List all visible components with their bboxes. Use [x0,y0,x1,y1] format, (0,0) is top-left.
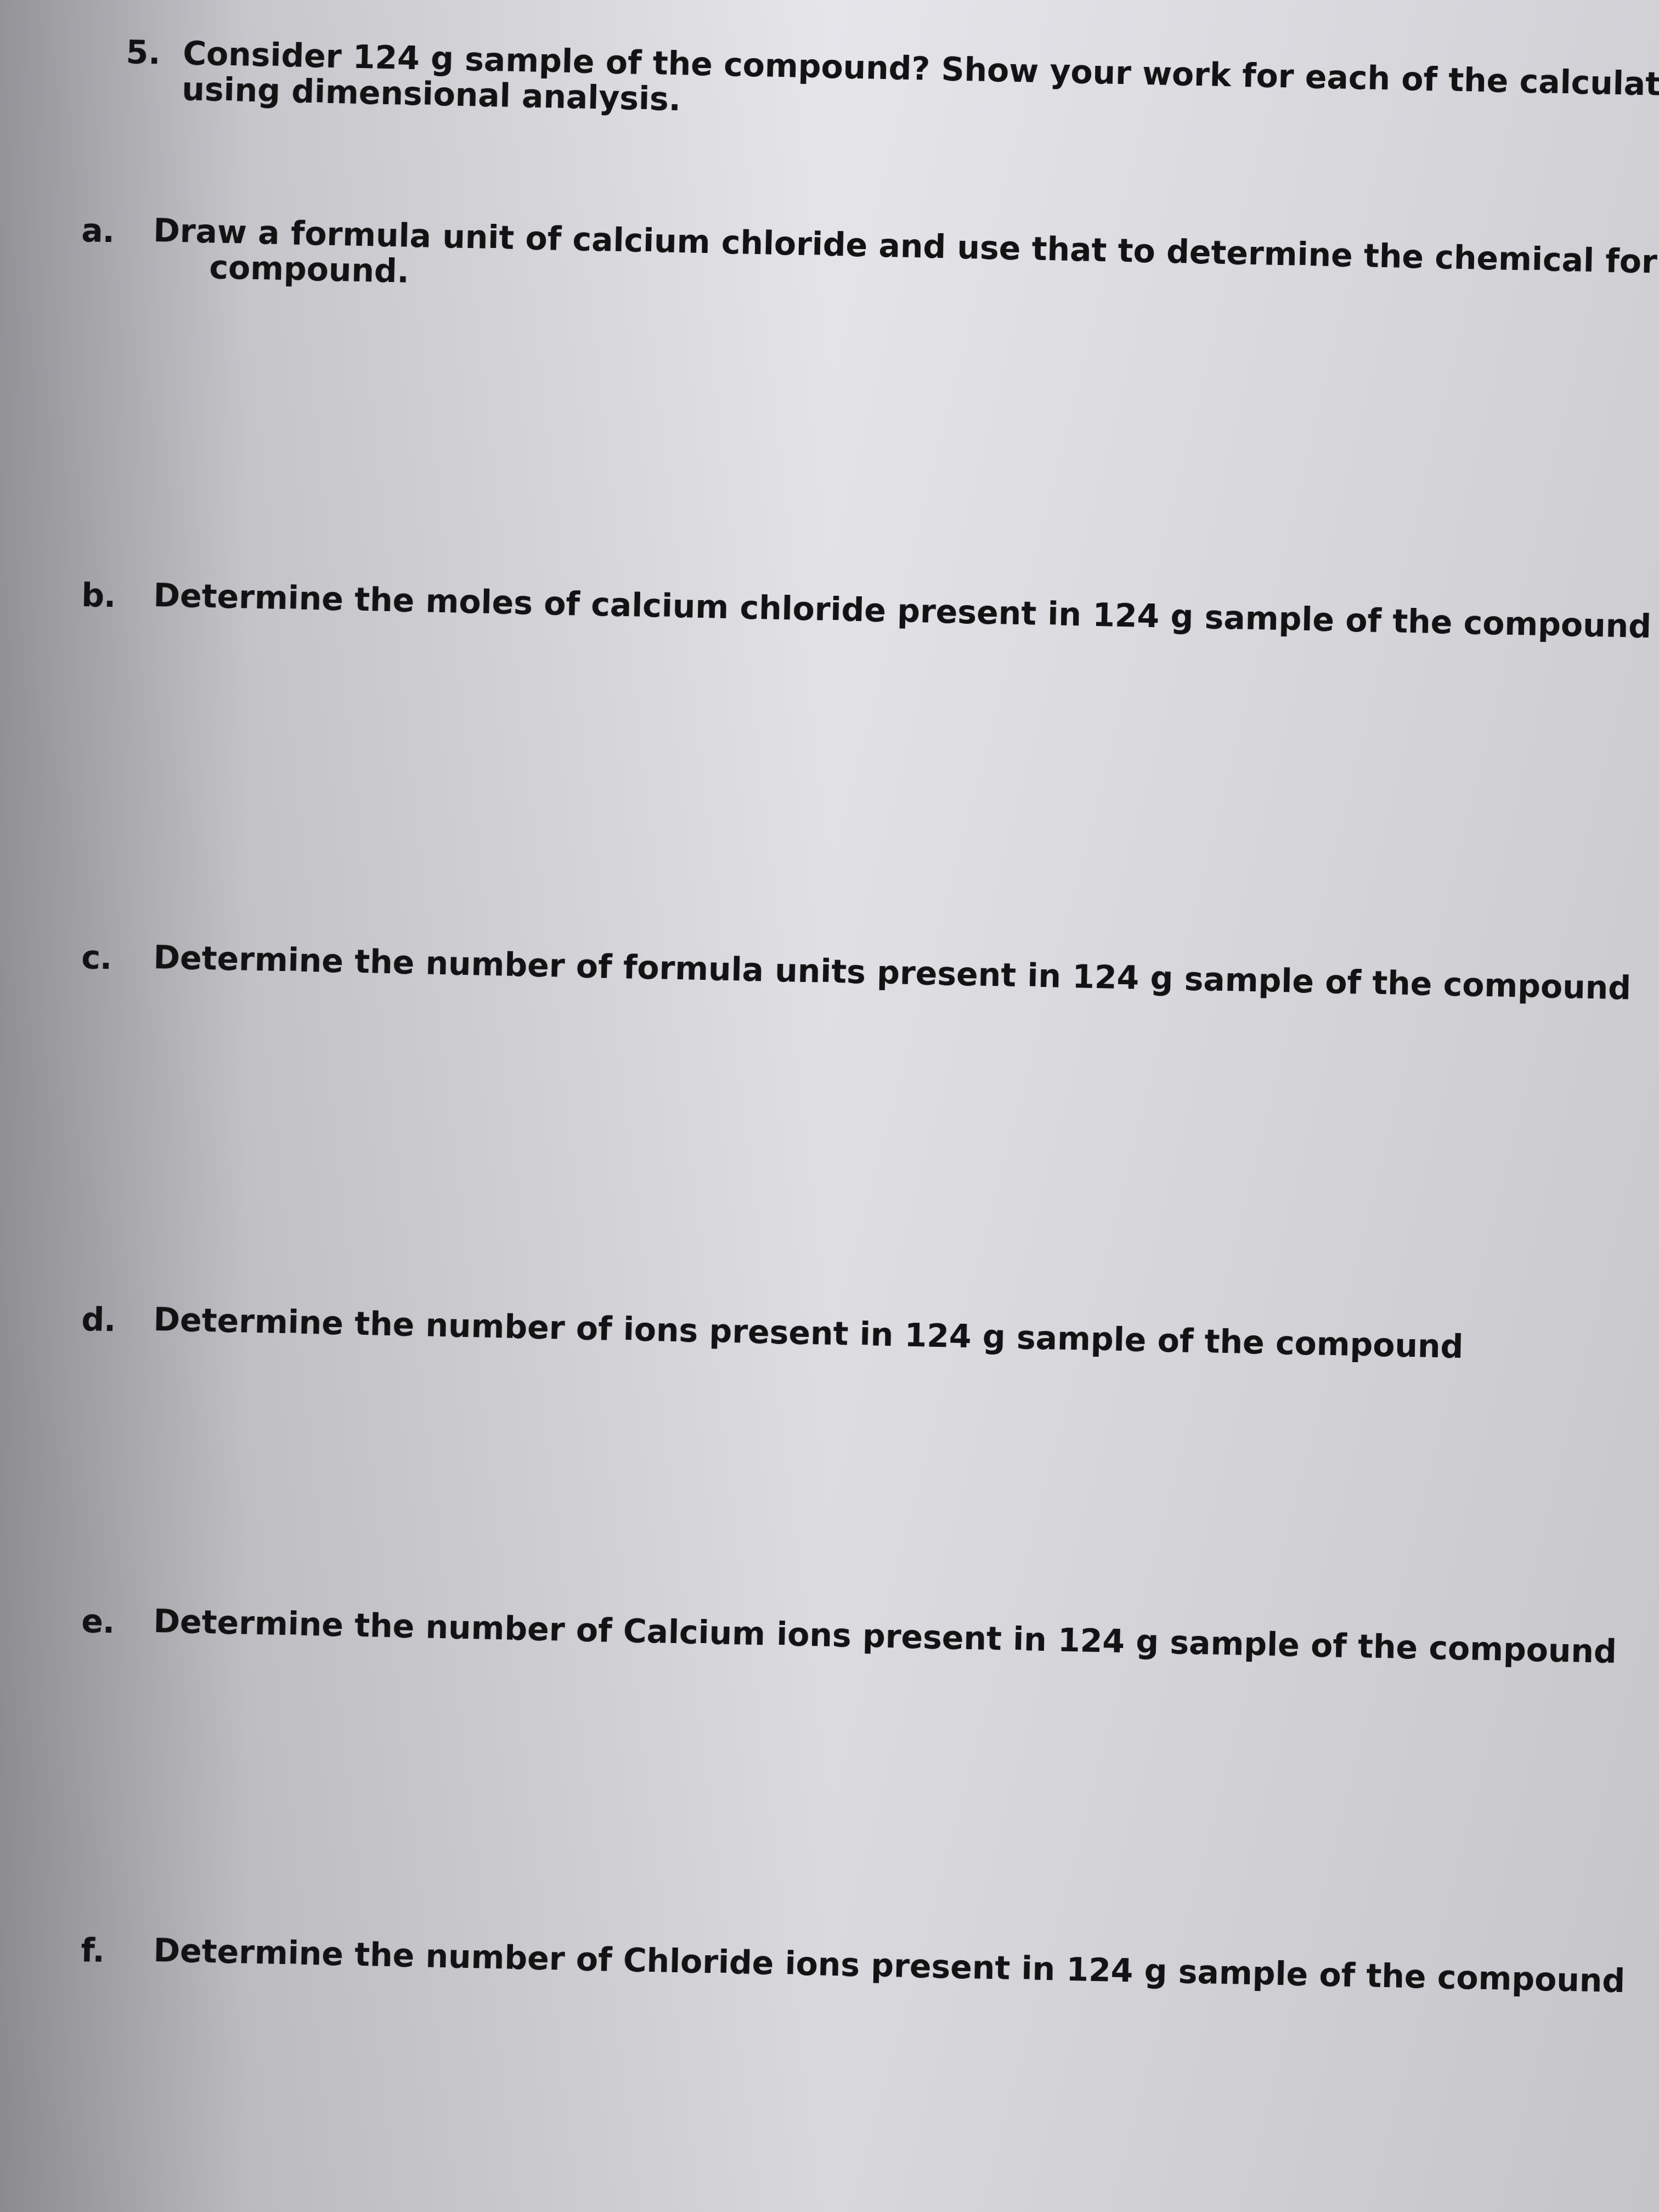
Text: b.: b. [81,582,116,613]
Text: Determine the number of Calcium ions present in 124 g sample of the compound: Determine the number of Calcium ions pre… [153,1608,1618,1670]
Text: using dimensional analysis.: using dimensional analysis. [126,75,682,117]
Text: a.: a. [81,217,114,248]
Text: Determine the number of formula units present in 124 g sample of the compound: Determine the number of formula units pr… [153,945,1631,1006]
Text: Determine the number of ions present in 124 g sample of the compound: Determine the number of ions present in … [153,1305,1463,1365]
Text: Determine the moles of calcium chloride present in 124 g sample of the compound: Determine the moles of calcium chloride … [153,582,1651,644]
Text: f.: f. [81,1936,106,1969]
Text: d.: d. [81,1305,116,1338]
Text: c.: c. [81,945,113,975]
Text: 5.  Consider 124 g sample of the compound? Show your work for each of the calcul: 5. Consider 124 g sample of the compound… [126,38,1659,106]
Text: Determine the number of Chloride ions present in 124 g sample of the compound: Determine the number of Chloride ions pr… [153,1936,1626,2000]
Text: compound.: compound. [153,252,410,290]
Text: e.: e. [81,1608,114,1639]
Text: Draw a formula unit of calcium chloride and use that to determine the chemical f: Draw a formula unit of calcium chloride … [153,217,1659,283]
